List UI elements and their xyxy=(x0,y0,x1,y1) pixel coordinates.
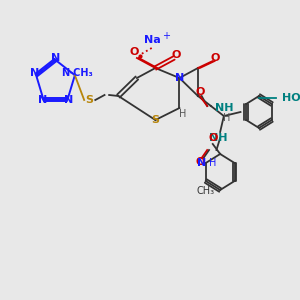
Text: O: O xyxy=(195,157,205,167)
Text: H: H xyxy=(209,158,217,168)
Text: O: O xyxy=(195,87,205,97)
Text: NH: NH xyxy=(209,133,228,143)
Text: CH₃: CH₃ xyxy=(197,186,215,196)
Text: N: N xyxy=(64,95,73,105)
Text: O: O xyxy=(211,53,220,63)
Text: N: N xyxy=(30,68,39,78)
Text: S: S xyxy=(152,115,159,125)
Text: H: H xyxy=(179,109,187,119)
Text: O: O xyxy=(208,133,218,143)
Text: +: + xyxy=(163,31,170,41)
Text: O: O xyxy=(172,50,182,60)
Text: O: O xyxy=(129,47,139,57)
Text: N: N xyxy=(175,73,184,83)
Text: H: H xyxy=(223,113,230,123)
Text: Na: Na xyxy=(144,35,161,45)
Text: N-CH₃: N-CH₃ xyxy=(61,68,93,78)
Text: NH: NH xyxy=(214,103,233,113)
Text: N: N xyxy=(197,158,207,168)
Text: S: S xyxy=(86,95,94,105)
Text: HO: HO xyxy=(282,93,300,103)
Text: N: N xyxy=(38,95,47,105)
Text: N: N xyxy=(51,53,60,63)
